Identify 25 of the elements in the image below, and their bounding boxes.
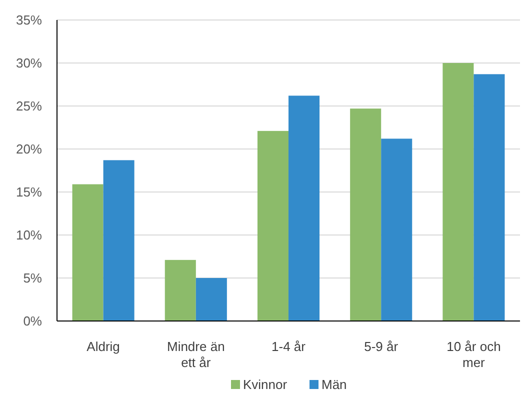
bar bbox=[103, 160, 134, 321]
y-tick-label: 25% bbox=[16, 98, 42, 114]
bar bbox=[72, 184, 104, 321]
y-tick-label: 0% bbox=[23, 314, 42, 329]
bar bbox=[474, 74, 505, 321]
x-tick-label: Aldrig bbox=[86, 339, 120, 354]
bar bbox=[350, 108, 382, 321]
x-tick-label: Mindre än ett år bbox=[166, 339, 225, 370]
y-tick-label: 30% bbox=[16, 56, 42, 71]
x-tick-label: 5-9 år bbox=[364, 339, 399, 354]
y-tick-label: 15% bbox=[16, 184, 42, 200]
bar bbox=[381, 138, 412, 321]
bar bbox=[164, 260, 196, 321]
x-tick-label: 1-4 år bbox=[272, 339, 306, 354]
legend-label: Kvinnor bbox=[243, 377, 288, 392]
y-tick-label: 35% bbox=[16, 12, 42, 28]
bar bbox=[196, 278, 227, 321]
y-tick-label: 5% bbox=[23, 270, 42, 286]
y-tick-label: 20% bbox=[16, 142, 42, 157]
bar bbox=[442, 63, 474, 321]
y-tick-label: 10% bbox=[16, 228, 42, 243]
bar bbox=[257, 130, 288, 321]
x-tick-label: 10 år och mer bbox=[446, 339, 501, 370]
legend-label: Män bbox=[322, 377, 347, 392]
bar bbox=[288, 96, 320, 321]
